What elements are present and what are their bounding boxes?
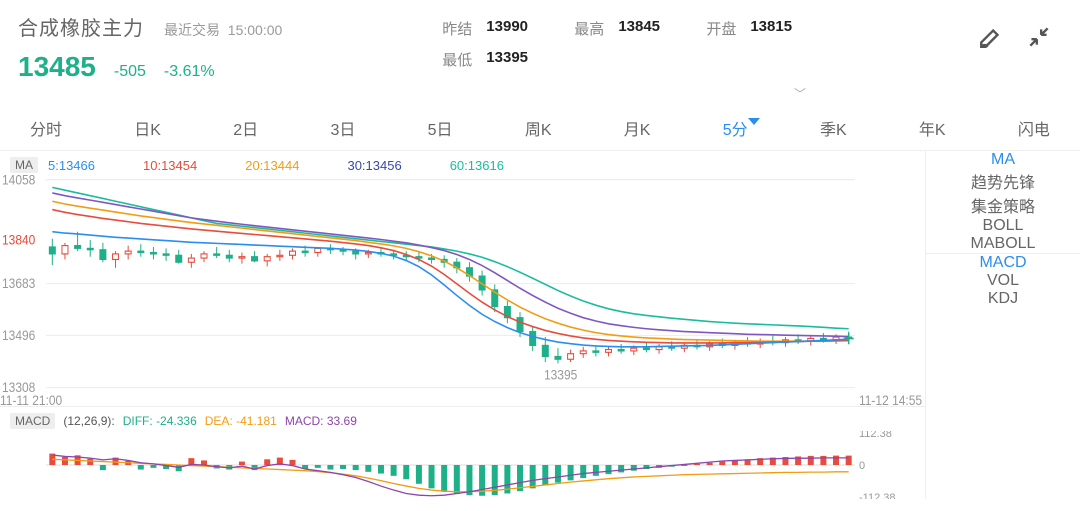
period-tab[interactable]: 年K — [919, 116, 946, 140]
high-value: 13845 — [618, 18, 678, 39]
indicator-item[interactable]: VOL — [926, 272, 1080, 290]
change-percent: -3.61% — [164, 63, 215, 81]
indicator-item[interactable]: MABOLL — [926, 235, 1080, 253]
low-label: 最低 — [442, 49, 472, 70]
period-tab[interactable]: 闪电 — [1018, 116, 1050, 140]
quote-stats: 昨结 13990 最高 13845 开盘 13815 最低 13395 — [442, 18, 822, 70]
svg-text:14058: 14058 — [2, 175, 35, 187]
macd-chart[interactable]: 112.38 0 -112.38 — [0, 431, 925, 499]
macd-legend: MACD (12,26,9): DIFF: -24.336 DEA: -41.1… — [0, 406, 925, 431]
ma-legend-item: 60:13616 — [450, 158, 504, 173]
svg-text:13840: 13840 — [2, 232, 35, 248]
indicator-item[interactable]: 趋势先锋 — [926, 169, 1080, 193]
prev-close-value: 13990 — [486, 18, 546, 39]
period-tab[interactable]: 3日 — [330, 116, 355, 140]
edit-icon[interactable] — [978, 24, 1004, 50]
quote-header: 合成橡胶主力 最近交易 15:00:00 13485 -505 -3.61% 昨… — [0, 0, 1080, 89]
ma-badge: MA — [10, 157, 38, 173]
svg-text:11-12 14:55: 11-12 14:55 — [859, 392, 922, 406]
dropdown-caret-icon[interactable]: ﹀ — [520, 85, 1080, 102]
period-tab[interactable]: 季K — [820, 116, 847, 140]
period-tab[interactable]: 分时 — [30, 116, 62, 140]
indicator-item[interactable]: 集金策略 — [926, 193, 1080, 217]
svg-text:-112.38: -112.38 — [859, 492, 896, 499]
ma-legend: MA 5:13466 10:13454 20:13444 30:13456 60:136… — [0, 151, 925, 175]
period-tab[interactable]: 2日 — [233, 116, 258, 140]
ma-legend-item: 5:13466 — [48, 158, 95, 173]
macd-label: MACD: 33.69 — [285, 414, 357, 428]
period-tab[interactable]: 月K — [624, 116, 651, 140]
dea-label: DEA: -41.181 — [205, 414, 277, 428]
symbol-name: 合成橡胶主力 — [18, 12, 144, 41]
last-price: 13485 — [18, 51, 96, 83]
ma-legend-item: 10:13454 — [143, 158, 197, 173]
svg-text:13496: 13496 — [2, 327, 35, 343]
period-tab[interactable]: 5日 — [428, 116, 453, 140]
open-label: 开盘 — [706, 18, 736, 39]
indicator-item[interactable]: MACD — [926, 254, 1080, 272]
period-tab[interactable]: 5分 — [723, 116, 748, 140]
period-tab[interactable]: 周K — [525, 116, 552, 140]
change-absolute: -505 — [114, 63, 146, 81]
indicator-item[interactable]: BOLL — [926, 217, 1080, 235]
high-label: 最高 — [574, 18, 604, 39]
diff-label: DIFF: -24.336 — [123, 414, 197, 428]
last-trade-label: 最近交易 15:00:00 — [164, 20, 282, 40]
svg-text:11-11 21:00: 11-11 21:00 — [0, 392, 62, 406]
svg-text:13395: 13395 — [544, 367, 577, 383]
indicator-item[interactable]: KDJ — [926, 290, 1080, 308]
ma-legend-item: 20:13444 — [245, 158, 299, 173]
svg-text:13683: 13683 — [2, 275, 35, 291]
indicator-item[interactable]: MA — [926, 151, 1080, 169]
svg-text:0: 0 — [859, 460, 865, 472]
macd-badge: MACD — [10, 413, 55, 429]
svg-text:112.38: 112.38 — [859, 431, 892, 440]
price-chart[interactable]: 140581368313496133081384011-11 21:0011-1… — [0, 175, 925, 406]
period-tabs: 分时 日K 2日 3日 5日 周K 月K 5分 季K 年K 闪电 — [0, 102, 1080, 151]
collapse-icon[interactable] — [1026, 24, 1052, 50]
prev-close-label: 昨结 — [442, 18, 472, 39]
indicator-sidebar: MA趋势先锋集金策略BOLLMABOLL MACDVOLKDJ — [925, 151, 1080, 499]
period-tab[interactable]: 日K — [134, 116, 161, 140]
ma-legend-item: 30:13456 — [347, 158, 401, 173]
low-value: 13395 — [486, 49, 546, 70]
open-value: 13815 — [750, 18, 810, 39]
